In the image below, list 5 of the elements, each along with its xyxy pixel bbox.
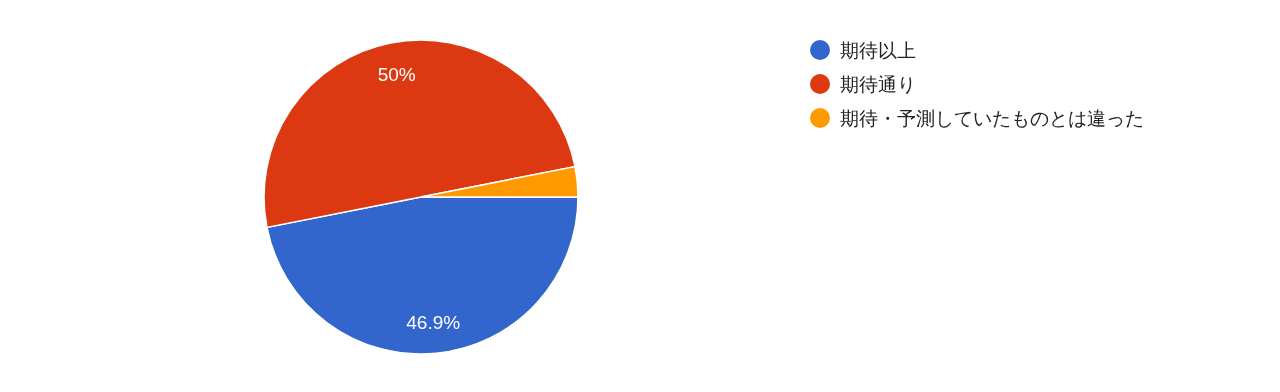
legend-label: 期待通り [840,74,916,95]
legend-label: 期待・予測していたものとは違った [840,108,1144,129]
data-label: 50% [377,63,416,85]
legend-label: 期待以上 [840,40,916,61]
data-label: 46.9% [406,312,461,333]
